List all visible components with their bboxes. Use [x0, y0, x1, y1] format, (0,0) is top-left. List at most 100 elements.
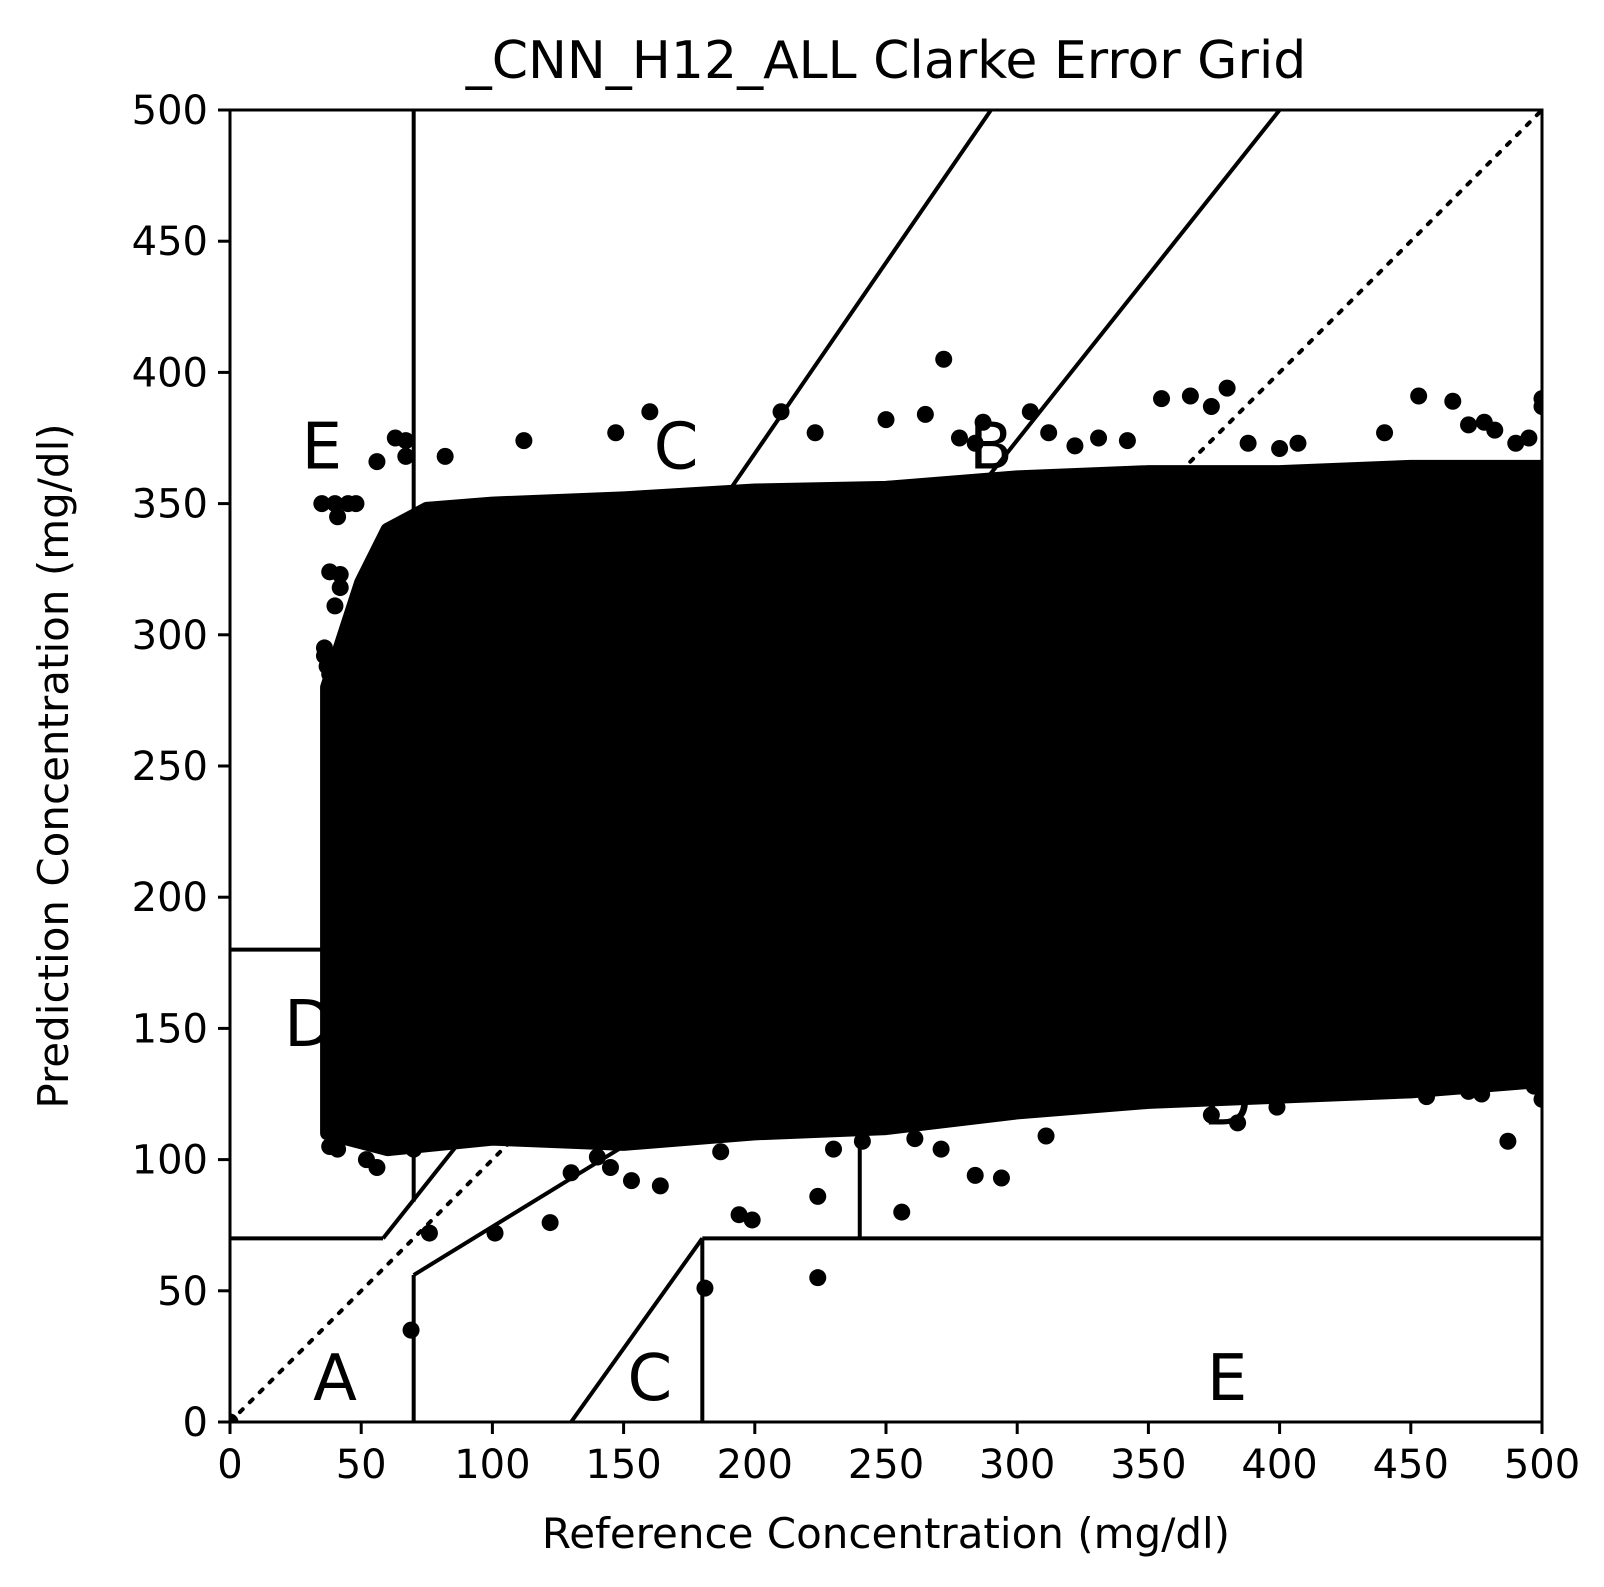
data-point — [1021, 403, 1039, 421]
zone-label-a: A — [313, 1342, 357, 1416]
data-point — [331, 579, 349, 597]
data-point — [1318, 1072, 1336, 1090]
x-tick-label: 50 — [336, 1442, 387, 1488]
data-point — [1289, 434, 1307, 452]
x-tick-label: 450 — [1373, 1442, 1449, 1488]
data-point — [877, 411, 895, 429]
data-point — [992, 1169, 1010, 1187]
x-tick-label: 300 — [979, 1442, 1055, 1488]
data-point — [588, 1148, 606, 1166]
data-point — [1520, 429, 1538, 447]
data-point — [436, 447, 454, 465]
data-point — [809, 1187, 827, 1205]
x-tick-label: 200 — [717, 1442, 793, 1488]
data-point — [1507, 434, 1525, 452]
data-point — [329, 1140, 347, 1158]
plot-area: A B B C C D D E E — [230, 110, 1542, 1422]
data-point — [772, 403, 790, 421]
data-point — [1444, 392, 1462, 410]
data-point — [331, 565, 349, 583]
data-point — [974, 413, 992, 431]
data-point — [342, 678, 360, 696]
data-point — [326, 495, 344, 513]
data-point — [368, 453, 386, 471]
data-point — [1460, 1082, 1478, 1100]
data-point — [906, 1130, 924, 1148]
data-point — [329, 508, 347, 526]
data-point — [1533, 1090, 1542, 1108]
data-point — [1229, 1114, 1247, 1132]
x-tick-label: 0 — [217, 1442, 242, 1488]
x-tick-label: 500 — [1504, 1442, 1580, 1488]
data-point — [806, 424, 824, 442]
data-point — [1533, 398, 1542, 416]
data-point — [622, 1172, 640, 1190]
y-tick-label: 450 — [132, 219, 208, 265]
chart-title: _CNN_H12_ALL Clarke Error Grid — [465, 31, 1307, 91]
data-point — [541, 1214, 559, 1232]
data-point — [809, 1269, 827, 1287]
data-point — [641, 403, 659, 421]
data-point — [515, 432, 533, 450]
data-point — [1460, 416, 1478, 434]
data-point — [730, 1206, 748, 1224]
zone-label-e: E — [302, 411, 342, 485]
data-point — [1066, 437, 1084, 455]
data-point — [1271, 439, 1289, 457]
data-point — [893, 1203, 911, 1221]
data-point — [712, 1143, 730, 1161]
dense-point-cloud — [320, 459, 1542, 1157]
data-point — [486, 1224, 504, 1242]
x-tick-label: 250 — [848, 1442, 924, 1488]
y-tick-label: 350 — [132, 482, 208, 528]
data-point — [397, 432, 415, 450]
zone-label-b: B — [1179, 699, 1223, 773]
data-point — [1410, 387, 1428, 405]
x-axis-ticks: 0 50 100 150 200 250 300 350 400 450 500 — [217, 1422, 1580, 1488]
x-tick-label: 350 — [1110, 1442, 1186, 1488]
data-point — [321, 665, 339, 683]
data-point — [853, 1132, 871, 1150]
zone-label-d: D — [1202, 1067, 1251, 1141]
data-point — [1391, 1069, 1409, 1087]
zone-label-c: C — [627, 1342, 672, 1416]
data-point — [1153, 390, 1171, 408]
data-point — [1040, 424, 1058, 442]
data-point — [825, 1140, 843, 1158]
data-point — [1218, 379, 1236, 397]
zone-labels: A B B C C D D E E — [284, 411, 1252, 1417]
data-point — [1418, 1088, 1436, 1106]
x-axis-label: Reference Concentration (mg/dl) — [542, 1509, 1230, 1558]
y-tick-label: 300 — [132, 613, 208, 659]
zone-label-e: E — [1207, 1342, 1247, 1416]
data-point — [326, 652, 344, 670]
y-tick-label: 0 — [183, 1400, 208, 1446]
data-point — [1268, 1098, 1286, 1116]
y-tick-label: 250 — [132, 744, 208, 790]
data-point — [1525, 1077, 1542, 1095]
data-point — [230, 1413, 239, 1422]
data-point — [966, 434, 984, 452]
x-tick-label: 150 — [585, 1442, 661, 1488]
data-point — [950, 429, 968, 447]
data-point — [1504, 1040, 1522, 1058]
scatter-points — [230, 350, 1542, 1422]
data-point — [1486, 421, 1504, 439]
data-point — [696, 1279, 714, 1297]
data-point — [932, 1140, 950, 1158]
data-point — [1090, 429, 1108, 447]
data-point — [1181, 387, 1199, 405]
data-point — [368, 1158, 386, 1176]
x-tick-label: 400 — [1241, 1442, 1317, 1488]
data-point — [966, 1166, 984, 1184]
data-point — [347, 495, 365, 513]
data-point — [413, 1130, 431, 1148]
zone-label-c: C — [654, 411, 699, 485]
data-point — [1239, 434, 1257, 452]
zone-label-b: B — [969, 411, 1013, 485]
data-point — [562, 1164, 580, 1182]
data-point — [1349, 1064, 1367, 1082]
data-point — [326, 597, 344, 615]
zone-boundary-line — [569, 1237, 704, 1422]
x-tick-label: 100 — [454, 1442, 530, 1488]
